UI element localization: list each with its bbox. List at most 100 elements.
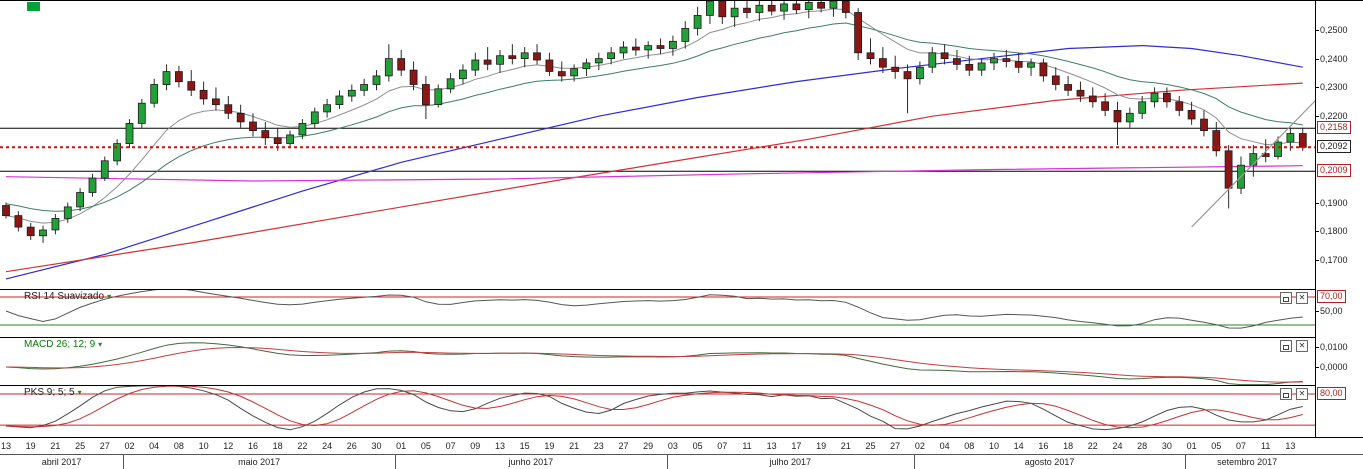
price-axis-tick: 0,1900 xyxy=(1320,197,1348,208)
rsi-close-button[interactable]: ✕ xyxy=(1296,292,1308,304)
macd-close-button[interactable]: ✕ xyxy=(1296,340,1308,352)
pks-d-line xyxy=(5,386,1303,429)
time-axis-tick: 13 xyxy=(766,441,777,451)
macd-panel[interactable]: MACD 26; 12; 9 ▾ ✕ xyxy=(0,338,1315,386)
candle-body xyxy=(310,111,319,124)
rsi-panel[interactable]: RSI 14 Suavizado ▾ ✕ xyxy=(0,290,1315,338)
candle-body xyxy=(1150,92,1159,103)
candle-body xyxy=(88,177,97,193)
macd-plot-area[interactable] xyxy=(0,338,1315,385)
time-axis-tick: 27 xyxy=(618,441,629,451)
time-axis-tick: 17 xyxy=(791,441,802,451)
time-axis-tick: 02 xyxy=(914,441,925,451)
time-axis-tick: 18 xyxy=(272,441,283,451)
ma-slow-blue xyxy=(5,44,1303,280)
time-axis-tick: 21 xyxy=(50,441,61,451)
candle-body xyxy=(458,69,467,80)
price-chart-canvas[interactable] xyxy=(0,1,1315,289)
macd-canvas[interactable] xyxy=(0,338,1315,385)
time-axis[interactable]: 13 19 21 25 27 02 04 08 10 12 16 18 22 24 26 30 01 05 07 09… xyxy=(0,438,1363,469)
candle-body xyxy=(298,123,307,136)
candle-body xyxy=(693,14,702,29)
pks-canvas[interactable] xyxy=(0,386,1315,437)
candle-body xyxy=(1298,133,1307,148)
candle-body xyxy=(804,1,813,10)
month-separator xyxy=(667,455,668,469)
price-panel[interactable] xyxy=(0,1,1315,290)
restore-icon xyxy=(1283,392,1289,398)
pks-close-button[interactable]: ✕ xyxy=(1296,388,1308,400)
time-axis-tick: 07 xyxy=(1235,441,1247,451)
time-axis-tick: 24 xyxy=(1112,441,1123,451)
candle-body xyxy=(150,84,159,104)
candle-body xyxy=(940,52,949,59)
indicator-title-rsi[interactable]: RSI 14 Suavizado ▾ xyxy=(24,291,111,302)
candle-body xyxy=(545,59,554,72)
indicator-title-macd[interactable]: MACD 26; 12; 9 ▾ xyxy=(24,339,102,350)
pks-title-label: PKS 9; 5; 5 xyxy=(24,387,75,398)
rsi-title-label: RSI 14 Suavizado xyxy=(24,291,105,302)
pks-panel[interactable]: PKS 9; 5; 5 ▾ ✕ xyxy=(0,386,1315,438)
close-icon: ✕ xyxy=(1298,293,1306,302)
indicator-title-pks[interactable]: PKS 9; 5; 5 ▾ xyxy=(24,387,82,398)
pks-plot-area[interactable] xyxy=(0,386,1315,437)
candle-body xyxy=(681,27,690,42)
price-axis-tick: 0,1800 xyxy=(1320,226,1348,237)
time-axis-tick: 24 xyxy=(322,441,333,451)
candle-body xyxy=(1249,153,1258,166)
candle-body xyxy=(607,52,615,59)
candle-body xyxy=(1187,110,1196,120)
month-separator xyxy=(395,455,396,469)
candle-body xyxy=(582,62,591,70)
candle-body xyxy=(1224,150,1233,189)
price-axis[interactable]: 0,2500 0,2400 0,2300 0,2200 0,1900 0,1800 0,17… xyxy=(1315,1,1363,438)
axis-tickmark xyxy=(1316,30,1319,31)
time-axis-tick: 13 xyxy=(1285,441,1296,451)
candle-body xyxy=(965,64,974,71)
pks-restore-button[interactable] xyxy=(1280,388,1292,400)
candle-body xyxy=(137,102,146,124)
macd-restore-button[interactable] xyxy=(1280,340,1292,352)
rsi-restore-button[interactable] xyxy=(1280,292,1292,304)
price-level-box: 70,00 xyxy=(1317,290,1346,303)
months-row: abril 2017 maio 2017 junho 2017 julho 2017 a… xyxy=(0,454,1363,469)
candle-body xyxy=(236,112,245,123)
price-axis-tick: 0,2200 xyxy=(1320,111,1348,122)
time-axis-tick: 14 xyxy=(1013,441,1024,451)
macd-signal-line xyxy=(5,346,1303,383)
axis-tickmark xyxy=(1316,347,1319,348)
candle-body xyxy=(1051,75,1060,85)
candle-body xyxy=(557,71,566,77)
month-separator xyxy=(1185,455,1186,469)
candle-body xyxy=(249,121,257,132)
candle-body xyxy=(829,1,838,9)
status-marker xyxy=(27,2,40,11)
candle-body xyxy=(977,62,986,71)
macd-title-label: MACD 26; 12; 9 xyxy=(24,339,96,350)
restore-icon xyxy=(1283,296,1289,302)
ma-longest-magenta xyxy=(5,165,1303,182)
price-axis-tick: 0,0000 xyxy=(1320,362,1348,372)
rsi-canvas[interactable] xyxy=(0,290,1315,337)
candle-body xyxy=(1286,133,1295,143)
candle-body xyxy=(743,7,751,13)
price-axis-tick: 50,00 xyxy=(1320,306,1343,316)
candle-body xyxy=(434,88,443,106)
candle-body xyxy=(1076,89,1085,97)
candle-body xyxy=(619,46,628,54)
candle-body xyxy=(323,104,332,113)
candles-group xyxy=(2,1,1307,243)
time-axis-tick: 05 xyxy=(692,441,703,451)
candle-body xyxy=(76,192,84,208)
time-axis-tick: 25 xyxy=(75,441,86,451)
rsi-plot-area[interactable] xyxy=(0,290,1315,337)
price-axis-tick: 0,2300 xyxy=(1320,82,1348,93)
candle-body xyxy=(1027,62,1035,68)
price-plot-area[interactable] xyxy=(0,1,1315,289)
price-level-box: 0,2092 xyxy=(1317,140,1351,154)
time-axis-tick: 16 xyxy=(1038,441,1049,451)
candle-body xyxy=(372,75,381,85)
time-axis-tick: 05 xyxy=(1211,441,1222,451)
candle-body xyxy=(706,1,714,16)
candle-body xyxy=(570,68,578,77)
